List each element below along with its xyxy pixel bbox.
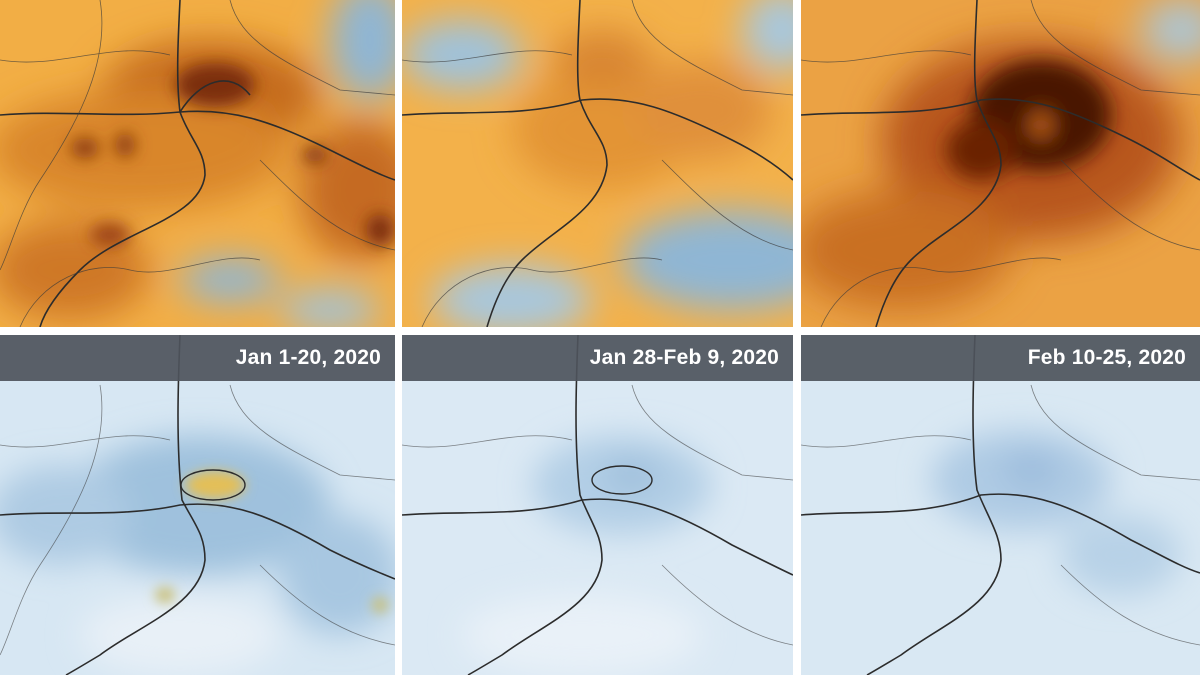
no2-map-top-2 [402, 0, 793, 327]
map-panel-top-3 [801, 0, 1200, 327]
no2-map-bottom-1 [0, 335, 395, 675]
map-panel-top-2 [402, 0, 793, 327]
map-panel-bottom-3 [801, 335, 1200, 675]
roads-bottom-1 [0, 335, 395, 675]
no2-map-top-3 [801, 0, 1200, 327]
period-label-2: Jan 28-Feb 9, 2020 [402, 335, 793, 381]
no2-map-bottom-2 [402, 335, 793, 675]
period-label-1: Jan 1-20, 2020 [0, 335, 395, 381]
period-text-1: Jan 1-20, 2020 [235, 346, 381, 369]
roads-top-3 [801, 0, 1200, 327]
roads-top-2 [402, 0, 793, 327]
no2-map-bottom-3 [801, 335, 1200, 675]
roads-bottom-3 [801, 335, 1200, 675]
map-panel-bottom-1 [0, 335, 395, 675]
period-text-2: Jan 28-Feb 9, 2020 [589, 346, 779, 369]
map-panel-bottom-2 [402, 335, 793, 675]
map-panel-top-1 [0, 0, 395, 327]
roads-top-1 [0, 0, 395, 327]
period-text-3: Feb 10-25, 2020 [1027, 346, 1186, 369]
no2-map-top-1 [0, 0, 395, 327]
period-label-3: Feb 10-25, 2020 [801, 335, 1200, 381]
roads-bottom-2 [402, 335, 793, 675]
